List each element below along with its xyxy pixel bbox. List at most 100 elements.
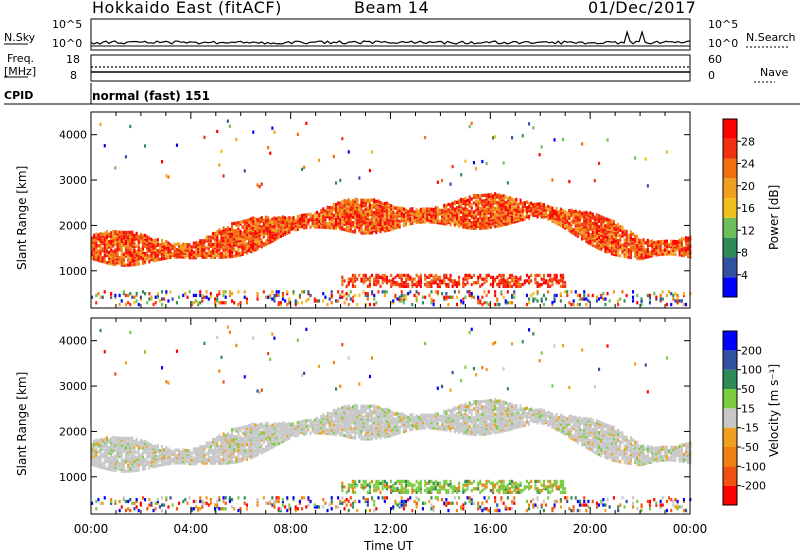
power-cell-3029 [547,290,550,294]
power-cell-2765 [504,213,507,217]
power-cell-549 [175,143,178,147]
power-cell-226 [122,261,125,265]
velocity-cell-633 [199,456,202,460]
power-cell-2452 [470,282,473,287]
power-cell-118 [108,243,111,247]
power-cell-2081 [415,281,418,285]
power-cell-3235 [583,225,586,230]
velocity-cell-632 [199,459,202,464]
power-cell-3689 [655,253,658,257]
power-cell-2605 [487,196,490,201]
power-cell-2668 [494,302,497,307]
power-cell-357 [137,302,140,307]
power-cell-855 [231,292,234,296]
power-cell-2787 [506,203,509,208]
power-cell-3409 [604,229,607,234]
power-cell-1210 [281,293,284,298]
power-cell-2594 [487,225,490,230]
power-cell-530 [171,251,174,256]
power-cell-3796 [680,237,683,241]
power-cell-3566 [627,233,630,237]
power-cell-611 [192,293,195,298]
power-cell-1264 [294,219,297,223]
power-cell-663 [203,239,206,243]
power-cell-2316 [453,279,456,283]
power-cell-2935 [530,210,533,214]
power-cell-2675 [496,215,499,219]
power-cell-2508 [477,275,480,279]
velocity-cell-553 [178,455,181,460]
velocity-cell-50 [97,439,100,443]
power-cell-605 [192,254,195,258]
power-cell-1807 [377,226,380,231]
velocity-cell-1077 [262,450,265,454]
power-cell-2162 [430,207,433,211]
power-cell-1924 [392,225,395,229]
velocity-cell-965 [248,453,251,457]
power-cell-1737 [368,200,371,204]
velocity-cell-1030 [256,453,259,457]
velocity-cell-398 [144,350,147,354]
power-cell-3267 [587,233,590,238]
power-cell-1839 [379,204,382,208]
power-cell-3519 [619,237,622,242]
velocity-cell-966 [248,451,251,455]
power-cell-3411 [604,226,607,230]
velocity-cell-637 [199,448,202,453]
power-cell-895 [237,226,240,230]
velocity-cell-138 [110,439,113,443]
power-cell-1954 [396,223,399,228]
power-cell-2537 [481,213,484,218]
power-cell-2383 [462,297,465,301]
power-cell-1553 [349,229,352,233]
power-cell-1968 [398,225,401,229]
power-cell-1160 [273,295,276,299]
power-cell-199 [118,241,121,245]
power-cell-1058 [258,226,261,230]
velocity-cell-844 [231,444,234,448]
power-cell-808 [226,238,229,243]
power-cell-3645 [642,238,645,242]
power-cell-2105 [419,209,422,213]
power-cell-2211 [438,212,441,216]
power-cell-1135 [271,239,274,243]
power-cell-741 [218,242,221,247]
power-cell-2582 [485,202,488,206]
power-cell-1365 [322,223,325,227]
power-cell-853 [231,222,234,226]
power-cell-1078 [262,242,265,246]
power-cell-2788 [506,202,509,206]
velocity-cell-782 [222,499,225,504]
velocity-cell-927 [241,431,244,435]
power-cell-348 [137,251,140,255]
velocity-cell-145 [112,464,115,469]
velocity-cell-57 [99,456,102,460]
power-cell-140 [110,295,113,299]
velocity-cell-81 [103,461,106,465]
velocity-cell-233 [122,447,125,451]
power-cell-2848 [513,279,516,283]
power-cell-3809 [685,247,688,251]
power-cell-3052 [551,302,554,307]
velocity-cell-1064 [260,451,263,455]
power-cell-319 [133,244,136,249]
power-cell-3327 [595,245,598,250]
power-cell-3391 [602,225,605,229]
velocity-cell-865 [233,436,236,441]
power-cell-1291 [301,215,304,219]
power-cell-3774 [676,301,679,305]
power-cell-2039 [407,273,410,278]
power-cell-950 [245,246,248,250]
power-cell-2415 [466,209,469,213]
power-cell-109 [105,230,108,234]
power-cell-1739 [368,284,371,288]
power-cell-655 [201,293,204,298]
power-cell-921 [241,240,244,244]
power-cell-1219 [284,218,287,222]
power-cell-720 [216,253,219,257]
power-cell-3726 [663,241,666,245]
power-cell-1179 [277,225,280,229]
velocity-cell-959 [245,430,248,434]
power-cell-1985 [400,215,403,219]
power-cell-342 [135,292,138,296]
